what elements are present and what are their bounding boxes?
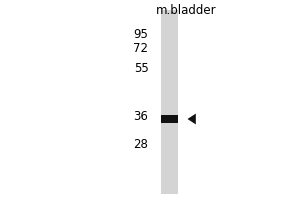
Text: 36: 36 [134, 110, 148, 123]
Polygon shape [188, 114, 196, 124]
Bar [161, 10, 178, 194]
Bar [161, 115, 178, 123]
Text: 28: 28 [134, 138, 148, 152]
Text: 95: 95 [134, 28, 148, 42]
Text: m.bladder: m.bladder [156, 4, 216, 17]
Text: 72: 72 [134, 43, 148, 55]
Text: 55: 55 [134, 62, 148, 74]
